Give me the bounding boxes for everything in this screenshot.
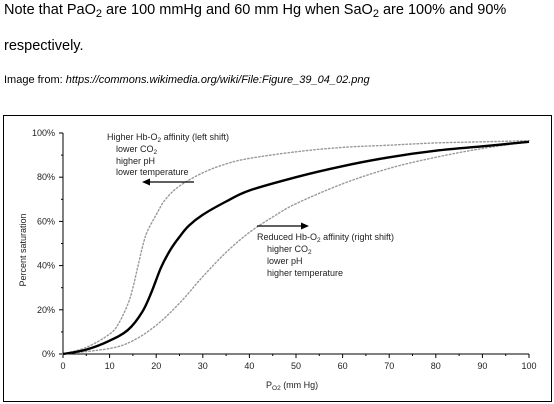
y-tick-label: 60% — [37, 216, 55, 226]
x-tick-label: 100 — [521, 361, 536, 371]
left-shift-title: Higher Hb-O2 affinity (left shift) — [107, 132, 229, 144]
right-arrow-icon — [257, 222, 309, 230]
y-tick-label: 20% — [37, 305, 55, 315]
x-tick-label: 30 — [198, 361, 208, 371]
y-tick-label: 40% — [37, 261, 55, 271]
x-tick-label: 90 — [477, 361, 487, 371]
x-tick-label: 0 — [60, 361, 65, 371]
chart-axes: 0 10 20 30 40 50 60 70 80 90 100 0% 20% 40% 60% 80% 100% — [32, 128, 537, 371]
chart-curves — [62, 140, 530, 356]
note-text-b: are 100 mmHg and 60 mm Hg when SaO — [102, 2, 373, 18]
x-axis-label: PO2 (mm Hg) — [266, 380, 318, 392]
normal-curve — [62, 140, 530, 356]
y-tick-label: 100% — [32, 128, 55, 138]
right-shift-line-1: higher CO2 — [267, 244, 312, 256]
x-tick-label: 40 — [244, 361, 254, 371]
right-shift-line-2: lower pH — [267, 256, 303, 266]
note-subscript-2: 2 — [372, 8, 379, 20]
y-tick-label: 80% — [37, 172, 55, 182]
right-shift-curve — [62, 141, 530, 355]
right-shift-title: Reduced Hb-O2 affinity (right shift) — [257, 232, 394, 244]
left-shift-line-3: lower temperature — [116, 167, 189, 177]
source-url: https://commons.wikimedia.org/wiki/File:… — [65, 74, 370, 86]
x-tick-label: 20 — [151, 361, 161, 371]
source-prefix: Image from: — [4, 74, 66, 86]
left-shift-line-2: higher pH — [116, 156, 155, 166]
note-line-2: respectively. — [4, 38, 84, 54]
x-tick-label: 50 — [291, 361, 301, 371]
note-line-1: Note that PaO2 are 100 mmHg and 60 mm Hg… — [4, 2, 506, 20]
image-source: Image from: https://commons.wikimedia.or… — [4, 74, 370, 86]
right-shift-line-3: higher temperature — [267, 268, 343, 278]
x-tick-label: 10 — [105, 361, 115, 371]
note-text-c: are 100% and 90% — [378, 2, 507, 18]
note-text-a: Note that PaO — [4, 2, 96, 18]
left-arrow-icon — [142, 178, 194, 186]
x-tick-label: 70 — [384, 361, 394, 371]
y-tick-label: 0% — [42, 349, 55, 359]
note-subscript-1: 2 — [95, 8, 103, 20]
x-tick-label: 80 — [431, 361, 441, 371]
y-axis-label: Percent saturation — [18, 213, 28, 286]
left-shift-curve — [62, 140, 530, 355]
left-shift-line-1: lower CO2 — [116, 144, 158, 156]
chart-frame — [3, 115, 552, 402]
x-tick-label: 60 — [338, 361, 348, 371]
chart-annotations: Higher Hb-O2 affinity (left shift) lower… — [107, 132, 394, 278]
